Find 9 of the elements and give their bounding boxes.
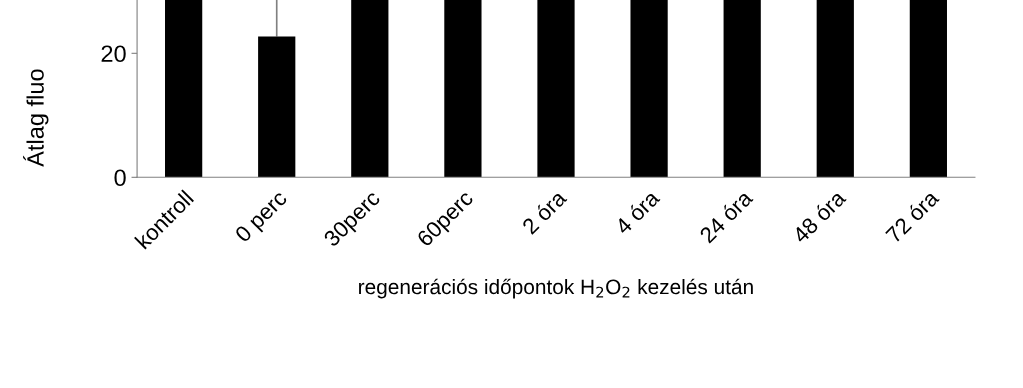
x-tick-label: 4 óra — [613, 188, 661, 236]
y-axis-title: Átlag fluo — [23, 69, 49, 167]
x-tick-label: 72 óra — [884, 188, 940, 244]
x-axis-title: regenerációs időpontok H$_{2}$O$_{2}$ kezelés után — [359, 278, 753, 299]
x-tick-label: 2 óra — [520, 188, 568, 235]
y-tick-label: 0 — [114, 169, 126, 187]
x-tick-label: 24 óra — [698, 188, 754, 244]
x-tick-label: 48 óra — [790, 188, 847, 245]
y-tick-label: 20 — [101, 45, 126, 63]
